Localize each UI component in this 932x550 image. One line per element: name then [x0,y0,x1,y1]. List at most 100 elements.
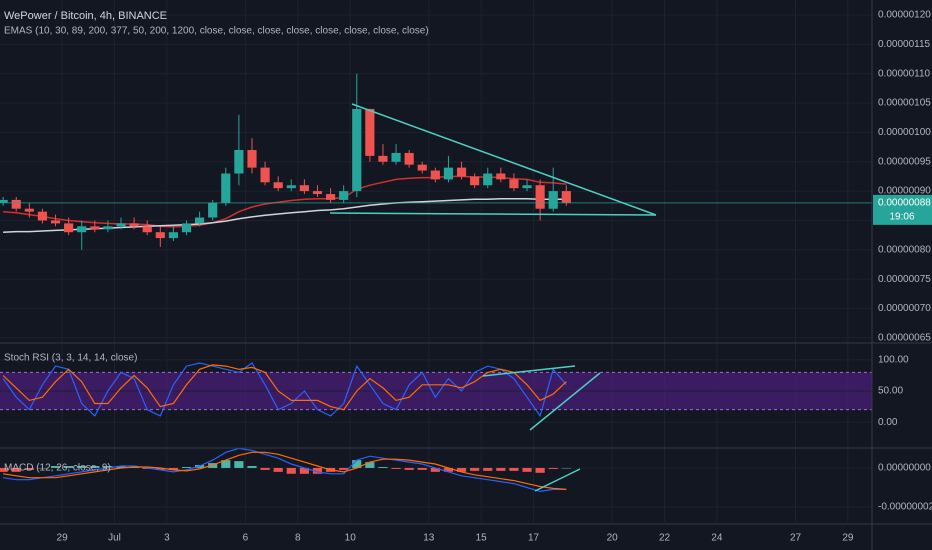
candle-body [11,199,21,209]
pane-title: Stoch RSI (3, 3, 14, 14, close) [4,353,137,364]
histogram-bar [155,467,165,470]
histogram-bar [64,466,74,468]
y-tick-label: 0.00000065 [878,333,931,344]
y-tick-label: 0.00 [878,417,898,428]
trendline [534,468,581,492]
candle-body [155,232,165,239]
stoch-line [2,364,567,411]
x-tick-label: 29 [842,533,854,544]
x-tick-label: 29 [57,533,69,544]
histogram-bar [273,467,283,472]
candle-body [522,185,532,189]
y-tick-label: 50.00 [878,386,903,397]
y-tick-label: 0.00000075 [878,274,931,285]
candle-body [142,226,152,233]
candle-body [273,182,283,189]
trendline [482,365,576,377]
candle-body [561,191,571,203]
histogram-bar [247,466,257,468]
histogram-bar [24,467,34,470]
symbol-title: WePower / Bitcoin, 4h, BINANCE [4,10,167,22]
histogram-bar [561,467,571,469]
indicator-label: EMAS (10, 30, 89, 200, 377, 50, 200, 120… [4,26,429,37]
candle-body [90,226,100,230]
y-tick-label: 0.00000095 [878,156,931,167]
candle-body [352,108,362,192]
candle-body [430,170,440,180]
candle-body [168,232,178,239]
histogram-bar [352,460,362,468]
histogram-bar [0,467,8,472]
x-tick-label: 15 [476,533,488,544]
histogram-bar [37,467,48,469]
candle-body [443,167,454,180]
x-tick-label: 3 [164,533,170,544]
candle-body [286,185,296,189]
stoch-line [2,362,567,418]
candle-body [0,199,8,203]
candle-body [404,152,414,165]
histogram-bar [417,467,427,470]
y-tick-label: -0.00000002 [878,502,932,513]
candle-body [64,223,74,233]
y-tick-label: 0.00000110 [878,68,931,79]
candle-body [181,223,192,233]
histogram-bar [548,467,558,469]
candle-body [50,220,61,224]
y-tick-label: 0.00000080 [878,244,931,255]
y-tick-label: 0.00000090 [878,186,931,197]
candle-body [116,223,126,227]
candle-body [548,191,558,209]
candle-body [391,152,401,162]
histogram-bar [496,467,506,471]
histogram-bar [391,467,401,469]
y-tick-label: 0.00000105 [878,98,931,109]
candle-body [365,108,375,156]
histogram-bar [509,467,519,471]
candle-body [37,211,48,221]
histogram-bar [339,467,349,470]
candle-body [247,150,257,168]
candle-body [24,208,34,212]
candle-body [535,185,545,209]
x-tick-label: 8 [295,533,301,544]
histogram-bar [77,466,87,468]
histogram-bar [365,462,375,468]
x-tick-label: 17 [528,533,540,544]
histogram-bar [430,467,440,472]
x-tick-label: 6 [243,533,249,544]
candle-body [195,217,205,224]
x-tick-label: 24 [711,533,723,544]
x-tick-label: Jul [108,533,121,544]
candle-body [221,173,231,203]
countdown-label: 19:06 [889,211,914,222]
histogram-bar [181,466,192,468]
histogram-bar [286,467,296,474]
macd-line [3,447,567,493]
macd-line [3,451,567,490]
x-tick-label: 20 [607,533,619,544]
candle-body [77,226,87,233]
last-price-label: 0.00000088 [878,197,931,208]
histogram-bar [11,467,21,472]
histogram-bar [234,461,244,468]
histogram-bar [456,467,467,472]
candle-body [129,223,139,227]
histogram-bar [260,467,270,470]
histogram-bar [535,467,545,473]
histogram-bar [103,466,113,468]
candle-body [417,164,427,171]
trendline [351,103,657,216]
candle-body [325,194,336,200]
candle-body [299,185,309,192]
candle-body [103,226,113,230]
x-tick-label: 10 [345,533,357,544]
trendline [529,372,601,431]
histogram-bar [404,467,414,470]
histogram-bar [443,467,454,472]
candle-body [208,202,218,218]
histogram-bar [50,466,61,468]
candle-body [378,155,388,162]
candle-body [470,176,480,186]
